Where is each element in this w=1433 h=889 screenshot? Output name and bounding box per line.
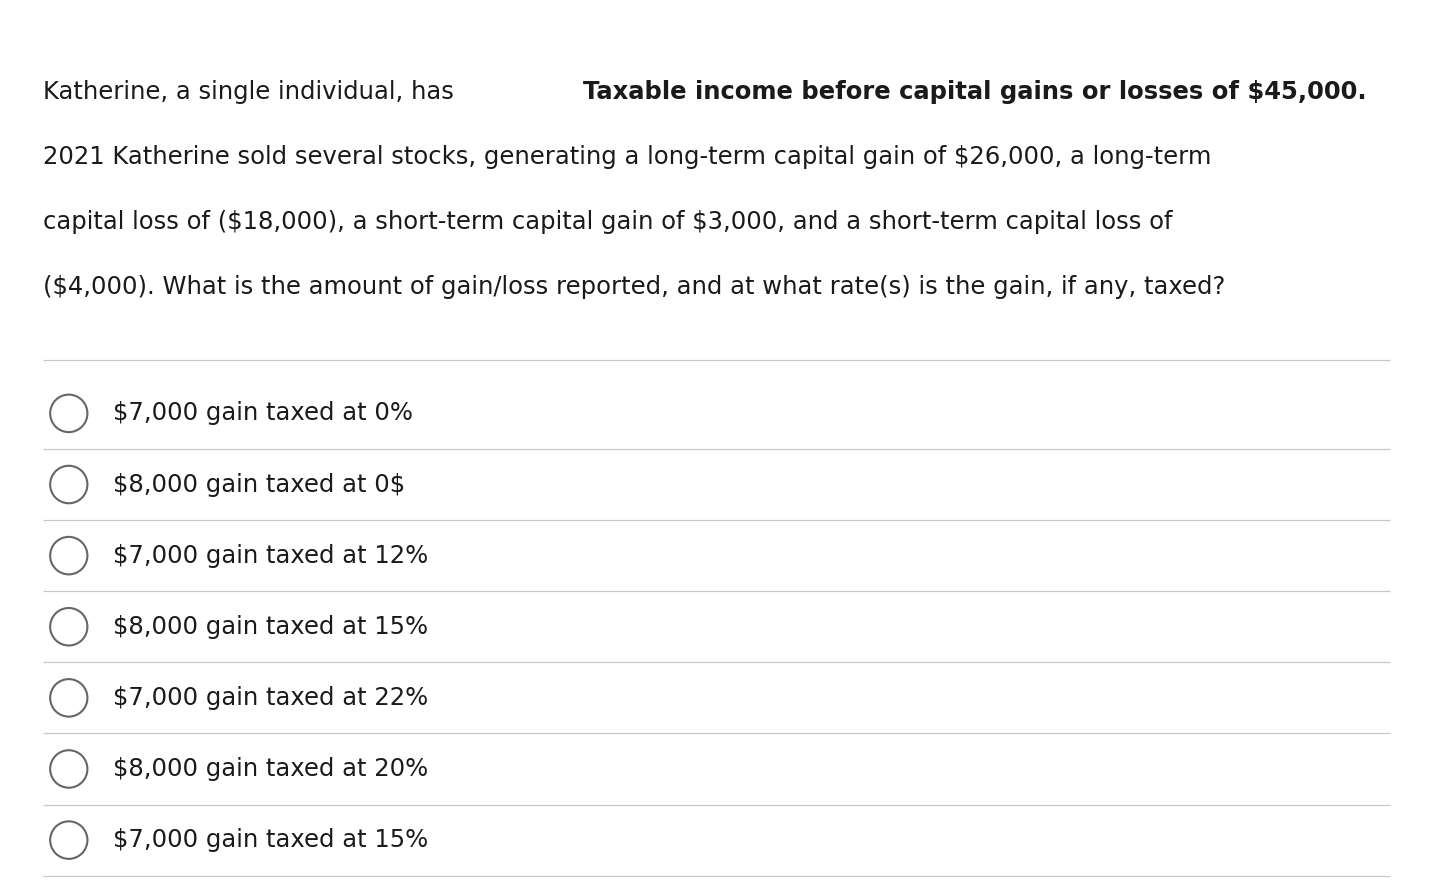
Text: \$7,000 gain taxed at 12%: \$7,000 gain taxed at 12% (113, 544, 428, 567)
Text: \$8,000 gain taxed at 15%: \$8,000 gain taxed at 15% (113, 615, 428, 638)
Text: \$8,000 gain taxed at 0\$: \$8,000 gain taxed at 0\$ (113, 473, 406, 496)
Text: (\$4,000). What is the amount of gain/loss reported, and at what rate(s) is the : (\$4,000). What is the amount of gain/lo… (43, 275, 1225, 299)
Text: \$8,000 gain taxed at 20%: \$8,000 gain taxed at 20% (113, 757, 428, 781)
Text: Taxable income before capital gains or losses of \$45,000.: Taxable income before capital gains or l… (583, 80, 1367, 104)
Text: Katherine, a single individual, has: Katherine, a single individual, has (43, 80, 461, 104)
Text: \$7,000 gain taxed at 0%: \$7,000 gain taxed at 0% (113, 402, 413, 425)
Text: capital loss of (\$18,000), a short-term capital gain of \$3,000, and a short-te: capital loss of (\$18,000), a short-term… (43, 210, 1172, 234)
Text: 2021 Katherine sold several stocks, generating a long-term capital gain of \$26,: 2021 Katherine sold several stocks, gene… (43, 145, 1211, 169)
Text: \$7,000 gain taxed at 22%: \$7,000 gain taxed at 22% (113, 686, 428, 709)
Text: \$7,000 gain taxed at 15%: \$7,000 gain taxed at 15% (113, 829, 428, 852)
